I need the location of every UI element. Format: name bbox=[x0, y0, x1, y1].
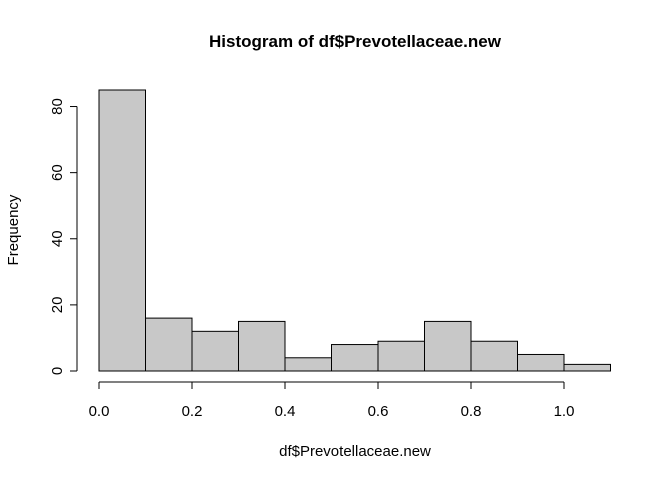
histogram-bar-5 bbox=[331, 344, 379, 372]
histogram-bar-8 bbox=[470, 340, 518, 372]
histogram-bar-4 bbox=[284, 357, 332, 372]
chart-title: Histogram of df$Prevotellaceae.new bbox=[209, 32, 502, 51]
y-tick-label: 40 bbox=[49, 230, 66, 247]
histogram-bar-7 bbox=[424, 320, 472, 372]
histogram-bar-2 bbox=[191, 330, 239, 372]
histogram-bar-9 bbox=[517, 353, 565, 372]
x-tick-label: 1.0 bbox=[554, 403, 575, 420]
x-tick-label: 0.0 bbox=[89, 403, 110, 420]
histogram-bar-6 bbox=[377, 340, 425, 372]
y-axis: 0 20 40 60 80 bbox=[49, 98, 78, 375]
histogram-bars bbox=[98, 89, 611, 372]
x-tick-label: 0.6 bbox=[368, 403, 389, 420]
x-tick-label: 0.2 bbox=[182, 403, 203, 420]
histogram-bar-0 bbox=[98, 89, 146, 372]
y-tick-label: 0 bbox=[49, 367, 66, 375]
x-axis: 0.0 0.2 0.4 0.6 0.8 1.0 bbox=[89, 381, 575, 420]
x-axis-label: df$Prevotellaceae.new bbox=[279, 443, 431, 460]
histogram-bar-10 bbox=[563, 363, 611, 372]
y-axis-label: Frequency bbox=[5, 194, 22, 265]
x-tick-label: 0.8 bbox=[461, 403, 482, 420]
histogram-bar-3 bbox=[238, 320, 286, 372]
x-tick-label: 0.4 bbox=[275, 403, 296, 420]
y-tick-label: 20 bbox=[49, 297, 66, 314]
histogram-bar-1 bbox=[145, 317, 193, 372]
y-tick-label: 60 bbox=[49, 164, 66, 181]
y-tick-label: 80 bbox=[49, 98, 66, 115]
